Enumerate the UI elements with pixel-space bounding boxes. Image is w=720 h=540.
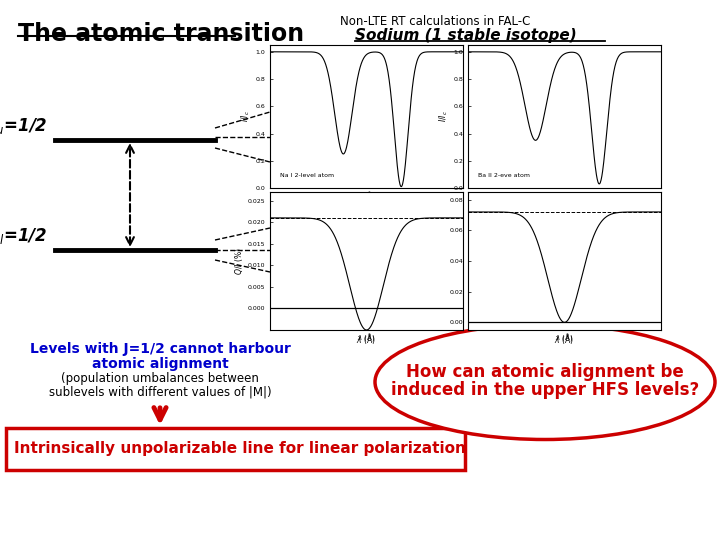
Ellipse shape [375,325,715,440]
Text: atomic alignment: atomic alignment [91,357,228,371]
Text: How can atomic alignment be: How can atomic alignment be [406,363,684,381]
Text: Na I 2-level atom: Na I 2-level atom [279,173,334,178]
Y-axis label: $I/I_c$: $I/I_c$ [438,111,451,123]
X-axis label: $\lambda$ (Å): $\lambda$ (Å) [555,332,574,343]
Y-axis label: $Q/I$ (%): $Q/I$ (%) [233,247,245,275]
Text: Non-LTE RT calculations in FAL-C: Non-LTE RT calculations in FAL-C [340,15,531,28]
X-axis label: $\lambda$ (Å): $\lambda$ (Å) [357,332,376,343]
Text: Intrinsically unpolarizable line for linear polarization: Intrinsically unpolarizable line for lin… [14,442,466,456]
Text: induced in the upper HFS levels?: induced in the upper HFS levels? [391,381,699,399]
Text: sublevels with different values of |M|): sublevels with different values of |M|) [49,386,271,399]
Text: Sodium (1 stable isotope): Sodium (1 stable isotope) [355,28,577,43]
Y-axis label: $I/I_c$: $I/I_c$ [240,111,253,123]
Text: $J_u$=1/2: $J_u$=1/2 [0,116,47,137]
Text: $\lambda$ (Å): $\lambda$ (Å) [356,332,376,346]
Text: $\lambda$ (Å): $\lambda$ (Å) [554,332,574,346]
Text: Levels with J=1/2 cannot harbour: Levels with J=1/2 cannot harbour [30,342,290,356]
X-axis label: $\lambda$ (Å): $\lambda$ (Å) [357,190,376,201]
FancyBboxPatch shape [6,428,465,470]
Text: The atomic transition: The atomic transition [18,22,304,46]
Text: $J_l$=1/2: $J_l$=1/2 [0,226,47,247]
Text: Ba II 2-eve atom: Ba II 2-eve atom [477,173,530,178]
Text: (population umbalances between: (population umbalances between [61,372,259,385]
